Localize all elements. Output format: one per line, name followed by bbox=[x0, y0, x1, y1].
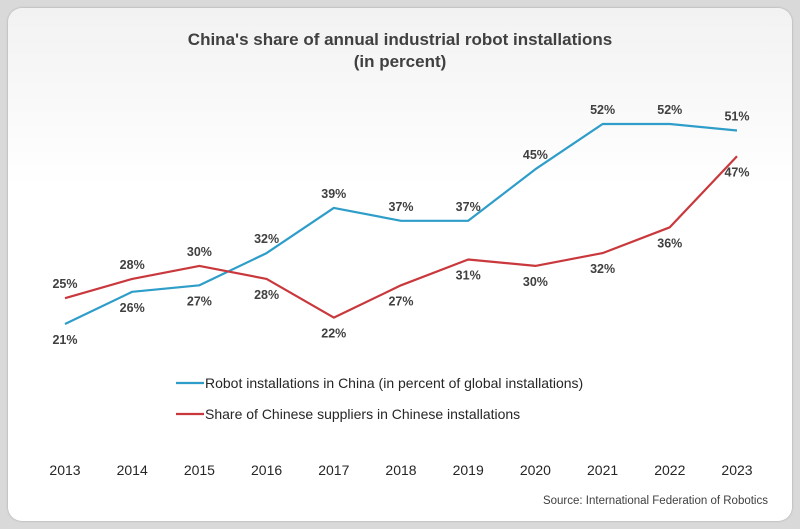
data-label: 30% bbox=[187, 245, 212, 259]
series-lines bbox=[64, 122, 738, 325]
data-label: 45% bbox=[523, 148, 548, 162]
data-label: 47% bbox=[724, 165, 749, 179]
data-label: 32% bbox=[254, 232, 279, 246]
data-label: 37% bbox=[388, 200, 413, 214]
data-labels: 21% 26% 27% 32% 39% 37% 37% 45% 52% 52% 51% 25% 28% 3… bbox=[52, 103, 749, 347]
data-label: 31% bbox=[456, 269, 481, 283]
data-label: 28% bbox=[120, 258, 145, 272]
data-label: 28% bbox=[254, 288, 279, 302]
chart-card: China's share of annual industrial robot… bbox=[8, 8, 792, 521]
x-tick-label: 2014 bbox=[117, 462, 148, 478]
data-label: 25% bbox=[52, 277, 77, 291]
x-tick-label: 2021 bbox=[587, 462, 618, 478]
x-tick-label: 2023 bbox=[721, 462, 752, 478]
series-line-2 bbox=[64, 155, 738, 319]
legend: Robot installations in China (in percent… bbox=[176, 375, 583, 422]
x-tick-label: 2016 bbox=[251, 462, 282, 478]
x-tick-label: 2022 bbox=[654, 462, 685, 478]
data-label: 27% bbox=[388, 294, 413, 308]
data-label: 52% bbox=[657, 103, 682, 117]
data-label: 51% bbox=[724, 110, 749, 124]
x-tick-label: 2013 bbox=[49, 462, 80, 478]
x-tick-label: 2017 bbox=[318, 462, 349, 478]
chart-subtitle: (in percent) bbox=[353, 52, 447, 71]
x-tick-label: 2018 bbox=[385, 462, 416, 478]
data-label: 30% bbox=[523, 275, 548, 289]
legend-label: Share of Chinese suppliers in Chinese in… bbox=[205, 406, 520, 422]
data-label: 22% bbox=[321, 327, 346, 341]
x-tick-label: 2015 bbox=[184, 462, 215, 478]
line-chart: 21% 26% 27% 32% 39% 37% 37% 45% 52% 52% 51% 25% 28% 3… bbox=[49, 103, 752, 478]
data-label: 26% bbox=[120, 301, 145, 315]
x-axis-tick-labels: 2013 2014 2015 2016 2017 2018 2019 2020 2021 2022… bbox=[49, 462, 752, 478]
x-tick-label: 2020 bbox=[520, 462, 551, 478]
data-label: 36% bbox=[657, 236, 682, 250]
data-label: 52% bbox=[590, 103, 615, 117]
x-tick-label: 2019 bbox=[453, 462, 484, 478]
data-label: 21% bbox=[52, 333, 77, 347]
data-label: 32% bbox=[590, 262, 615, 276]
series-line-1 bbox=[64, 122, 738, 325]
data-label: 37% bbox=[456, 200, 481, 214]
source-note: Source: International Federation of Robo… bbox=[542, 495, 768, 507]
data-label: 39% bbox=[321, 187, 346, 201]
legend-label: Robot installations in China (in percent… bbox=[205, 375, 583, 391]
chart-title: China's share of annual industrial robot… bbox=[187, 30, 613, 49]
data-label: 27% bbox=[187, 294, 212, 308]
